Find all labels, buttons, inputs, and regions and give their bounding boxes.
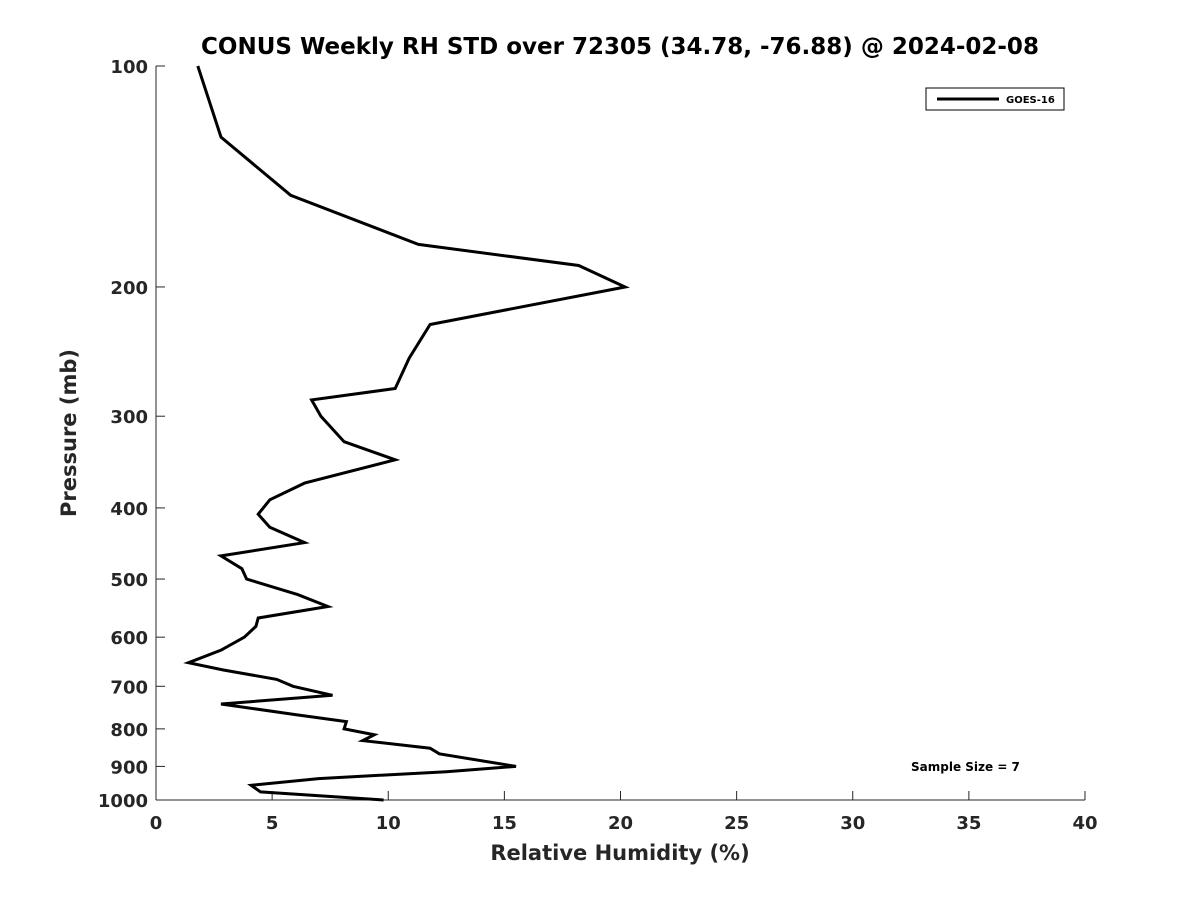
y-tick-label: 1000: [98, 791, 148, 812]
series-group: [183, 65, 630, 802]
y-tick-label: 600: [110, 628, 148, 649]
x-tick-label: 30: [840, 813, 865, 834]
plot-area: [156, 66, 1085, 800]
x-tick-label: 40: [1072, 813, 1097, 834]
x-tick-label: 35: [956, 813, 981, 834]
y-tick-label: 100: [110, 57, 148, 78]
y-tick-label: 500: [110, 570, 148, 591]
x-tick-label: 15: [492, 813, 517, 834]
y-tick-label: 700: [110, 677, 148, 698]
sample-size-annotation: Sample Size = 7: [911, 760, 1020, 774]
x-tick-label: 10: [376, 813, 401, 834]
y-tick-label: 200: [110, 278, 148, 299]
y-tick-label: 300: [110, 407, 148, 428]
series-line-goes-16: [183, 65, 630, 802]
legend-label: GOES-16: [1006, 95, 1055, 106]
y-axis-label: Pressure (mb): [57, 349, 81, 517]
y-tick-label: 900: [110, 757, 148, 778]
x-tick-label: 25: [724, 813, 749, 834]
x-tick-label: 20: [608, 813, 633, 834]
y-tick-label: 400: [110, 499, 148, 520]
legend: GOES-16: [925, 87, 1065, 111]
x-axis-ticks: 0 5 10 15 20 25 30 35 40: [150, 791, 1098, 834]
y-tick-label: 800: [110, 720, 148, 741]
y-axis-ticks: 100 200 300 400 500 600 700 800 900 1000: [98, 57, 165, 812]
chart-title: CONUS Weekly RH STD over 72305 (34.78, -…: [201, 34, 1039, 60]
x-tick-label: 5: [266, 813, 279, 834]
x-axis-label: Relative Humidity (%): [490, 841, 749, 865]
x-tick-label: 0: [150, 813, 163, 834]
